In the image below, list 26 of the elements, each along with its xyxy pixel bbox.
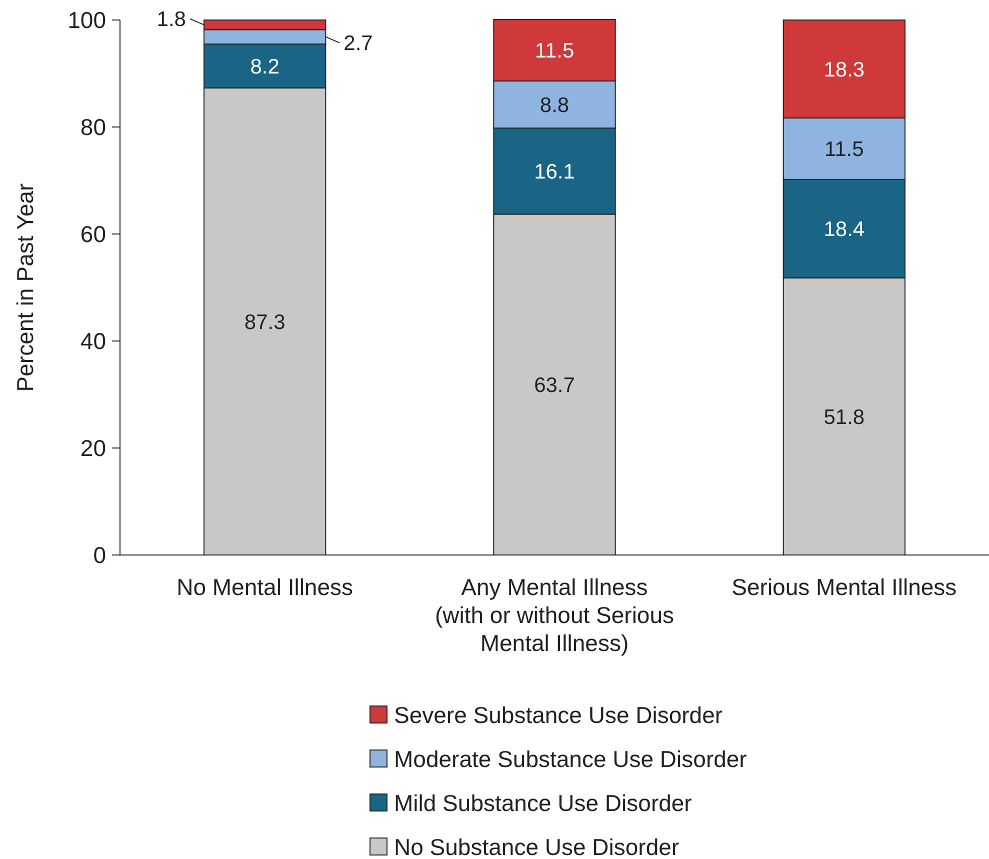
y-tick-label: 0 <box>93 542 106 568</box>
y-tick-label: 60 <box>80 221 106 248</box>
legend-label: Severe Substance Use Disorder <box>394 702 723 728</box>
x-tick-label: No Mental Illness <box>176 574 354 600</box>
y-tick-label: 20 <box>80 435 106 462</box>
x-tick-label: Serious Mental Illness <box>732 574 957 600</box>
x-tick-label: Any Mental Illness (with or without Serious Mental Illness) <box>434 574 674 656</box>
data-label: 63.7 <box>534 374 575 397</box>
legend-label: Moderate Substance Use Disorder <box>394 746 748 772</box>
y-tick-label: 100 <box>68 7 106 34</box>
data-label: 8.2 <box>250 55 280 78</box>
y-tick-label: 40 <box>80 328 106 354</box>
data-label: 16.1 <box>534 160 575 184</box>
data-label: 1.8 <box>156 8 186 32</box>
data-label: 18.4 <box>824 218 865 241</box>
data-label: 2.7 <box>344 32 373 56</box>
legend-label: Mild Substance Use Disorder <box>394 790 692 816</box>
data-label: 11.5 <box>534 40 574 63</box>
data-label: 8.8 <box>540 94 570 117</box>
y-axis-title: Percent in Past Year <box>12 182 38 392</box>
legend-label: No Substance Use Disorder <box>394 834 680 859</box>
data-label: 87.3 <box>244 310 286 334</box>
data-label: 18.3 <box>824 58 865 82</box>
data-label: 51.8 <box>824 406 865 429</box>
data-label: 11.5 <box>824 138 864 162</box>
y-tick-label: 80 <box>80 114 106 140</box>
